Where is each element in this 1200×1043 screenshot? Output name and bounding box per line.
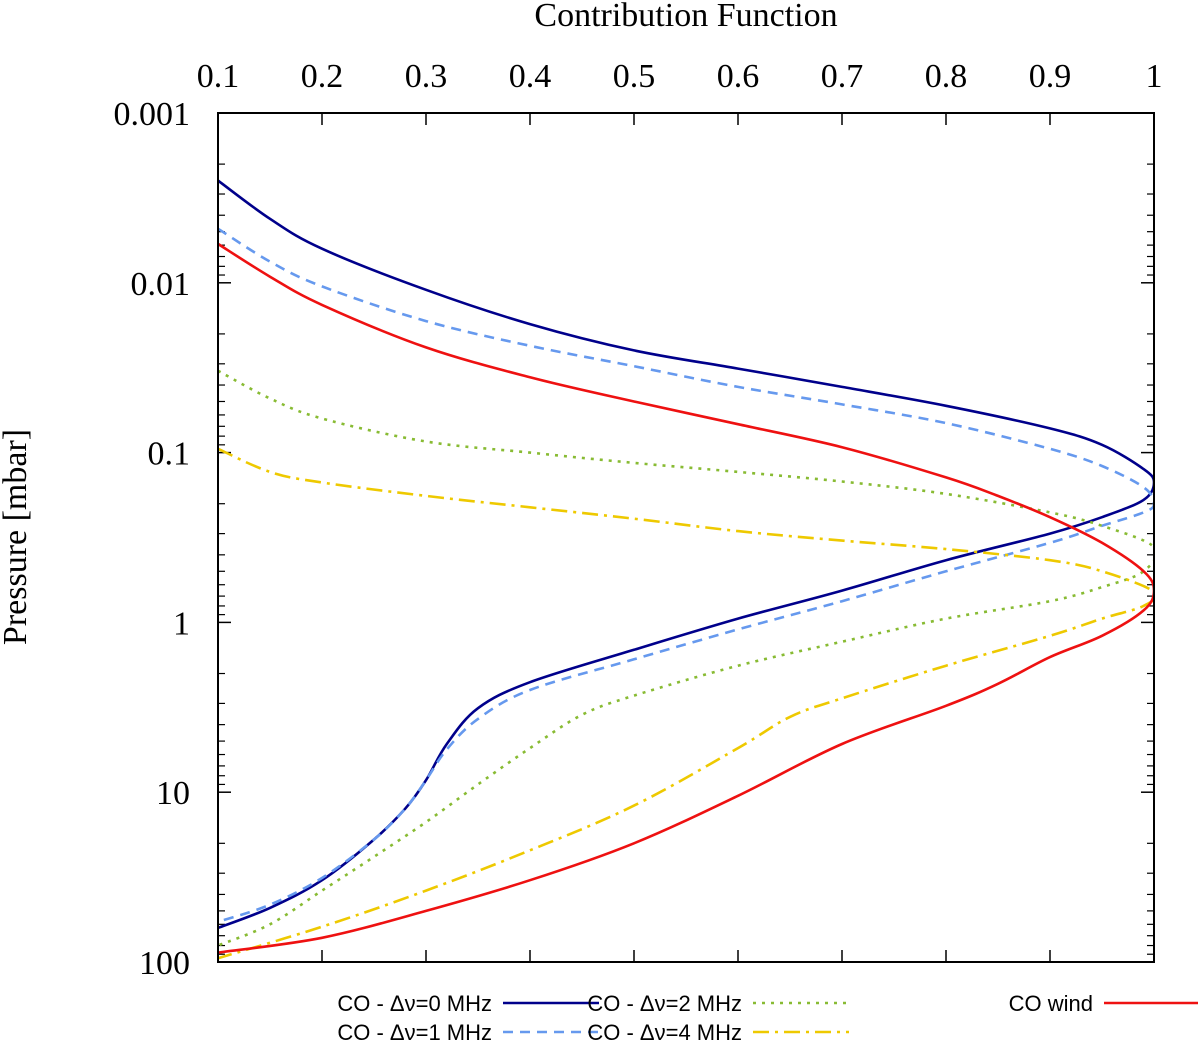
series-line-2 (218, 369, 1154, 947)
x-tick-label: 0.6 (717, 58, 760, 95)
y-tick-label: 10 (156, 775, 190, 812)
x-tick-label: 0.4 (509, 58, 552, 95)
series-line-3 (218, 447, 1154, 960)
legend-label: CO - Δν=4 MHz (587, 1020, 742, 1043)
y-tick-label: 0.01 (131, 266, 191, 303)
x-tick-label: 1 (1146, 58, 1163, 95)
x-tick-label: 0.9 (1029, 58, 1072, 95)
y-tick-label: 0.1 (148, 436, 191, 473)
x-tick-label: 0.5 (613, 58, 656, 95)
x-axis-ticks: 0.1 0.2 0.3 0.4 0.5 0.6 0.7 0.8 0.9 1 (197, 58, 1163, 962)
plot-background (218, 113, 1154, 962)
plot-frame (217, 112, 1155, 963)
x-tick-label: 0.3 (405, 58, 448, 95)
y-tick-label: 1 (173, 605, 190, 642)
y-tick-label: 0.001 (114, 96, 191, 133)
legend-label: CO - Δν=0 MHz (337, 991, 492, 1016)
y-axis-ticks: 0.001 0.01 0.1 1 10 100 (114, 96, 1154, 982)
x-tick-label: 0.8 (925, 58, 968, 95)
y-tick-label: 100 (139, 945, 190, 982)
series-line-1 (218, 227, 1154, 924)
legend-label: CO - Δν=2 MHz (587, 991, 742, 1016)
x-axis-title: Contribution Function (534, 0, 837, 34)
x-tick-label: 0.7 (821, 58, 864, 95)
legend: CO - Δν=0 MHz CO - Δν=1 MHz CO - Δν=2 MHz C… (337, 991, 1198, 1043)
y-axis-title: Pressure [mbar] (0, 429, 34, 645)
legend-label: CO - Δν=1 MHz (337, 1020, 492, 1043)
x-tick-label: 0.1 (197, 58, 240, 95)
legend-label: CO wind (1009, 991, 1093, 1016)
x-tick-label: 0.2 (301, 58, 344, 95)
